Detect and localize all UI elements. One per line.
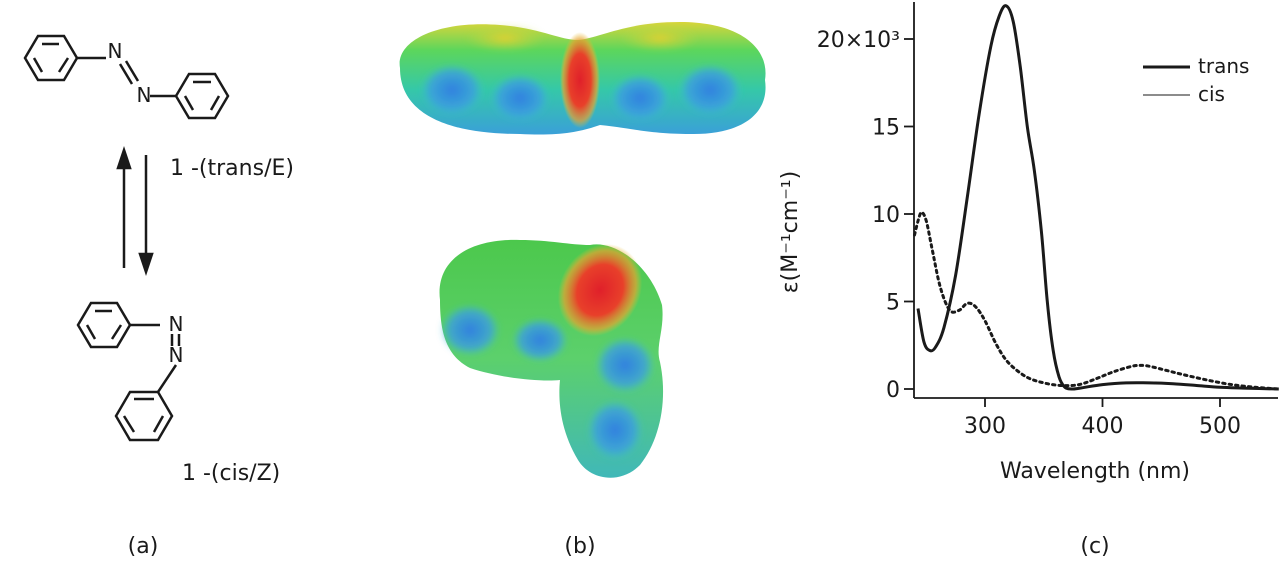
y-tick-label: 15	[872, 116, 900, 141]
panel-c-caption: (c)	[1080, 534, 1109, 559]
panel-b-caption: (b)	[564, 534, 595, 559]
x-ticks: 300 400 500	[964, 398, 1241, 439]
x-tick-label: 300	[964, 414, 1006, 439]
series-line-cis	[913, 210, 1280, 391]
trans-azobenzene-structure	[23, 34, 230, 120]
trans-esp-surface	[399, 22, 766, 135]
atom-n-label: N	[108, 39, 123, 63]
x-tick-label: 400	[1082, 414, 1124, 439]
y-tick-label: 20×10³	[817, 28, 900, 53]
legend: trans cis	[1143, 54, 1249, 106]
spectrum-chart: 0 5 10 15 20×10³ 300 400 500 Wavelength (nm) ε…	[778, 2, 1280, 559]
y-tick-label: 0	[886, 378, 900, 403]
panel-a	[23, 34, 230, 442]
y-tick-label: 10	[872, 203, 900, 228]
atom-n-label: N	[169, 343, 184, 367]
x-tick-label: 500	[1199, 414, 1241, 439]
panel-a-caption: (a)	[128, 534, 159, 559]
legend-label-cis: cis	[1198, 82, 1225, 106]
cis-azobenzene-structure	[76, 301, 181, 442]
trans-isomer-label: 1 -(trans/E)	[170, 156, 294, 181]
atom-n-label: N	[137, 83, 152, 107]
series-line-trans	[916, 4, 1279, 391]
x-axis-label: Wavelength (nm)	[1000, 459, 1190, 484]
y-ticks: 0 5 10 15 20×10³	[817, 28, 914, 403]
panel-a-labels: N N N N 1 -(trans/E) 1 -(cis/Z) (a)	[108, 39, 294, 559]
cis-esp-surface	[439, 239, 664, 478]
equilibrium-arrows	[116, 146, 154, 276]
legend-label-trans: trans	[1198, 54, 1249, 78]
atom-n-label: N	[169, 312, 184, 336]
cis-isomer-label: 1 -(cis/Z)	[182, 461, 280, 486]
y-tick-label: 5	[886, 291, 900, 316]
y-axis-label: ε(M⁻¹cm⁻¹)	[778, 171, 803, 293]
panel-b: (b)	[399, 22, 766, 559]
